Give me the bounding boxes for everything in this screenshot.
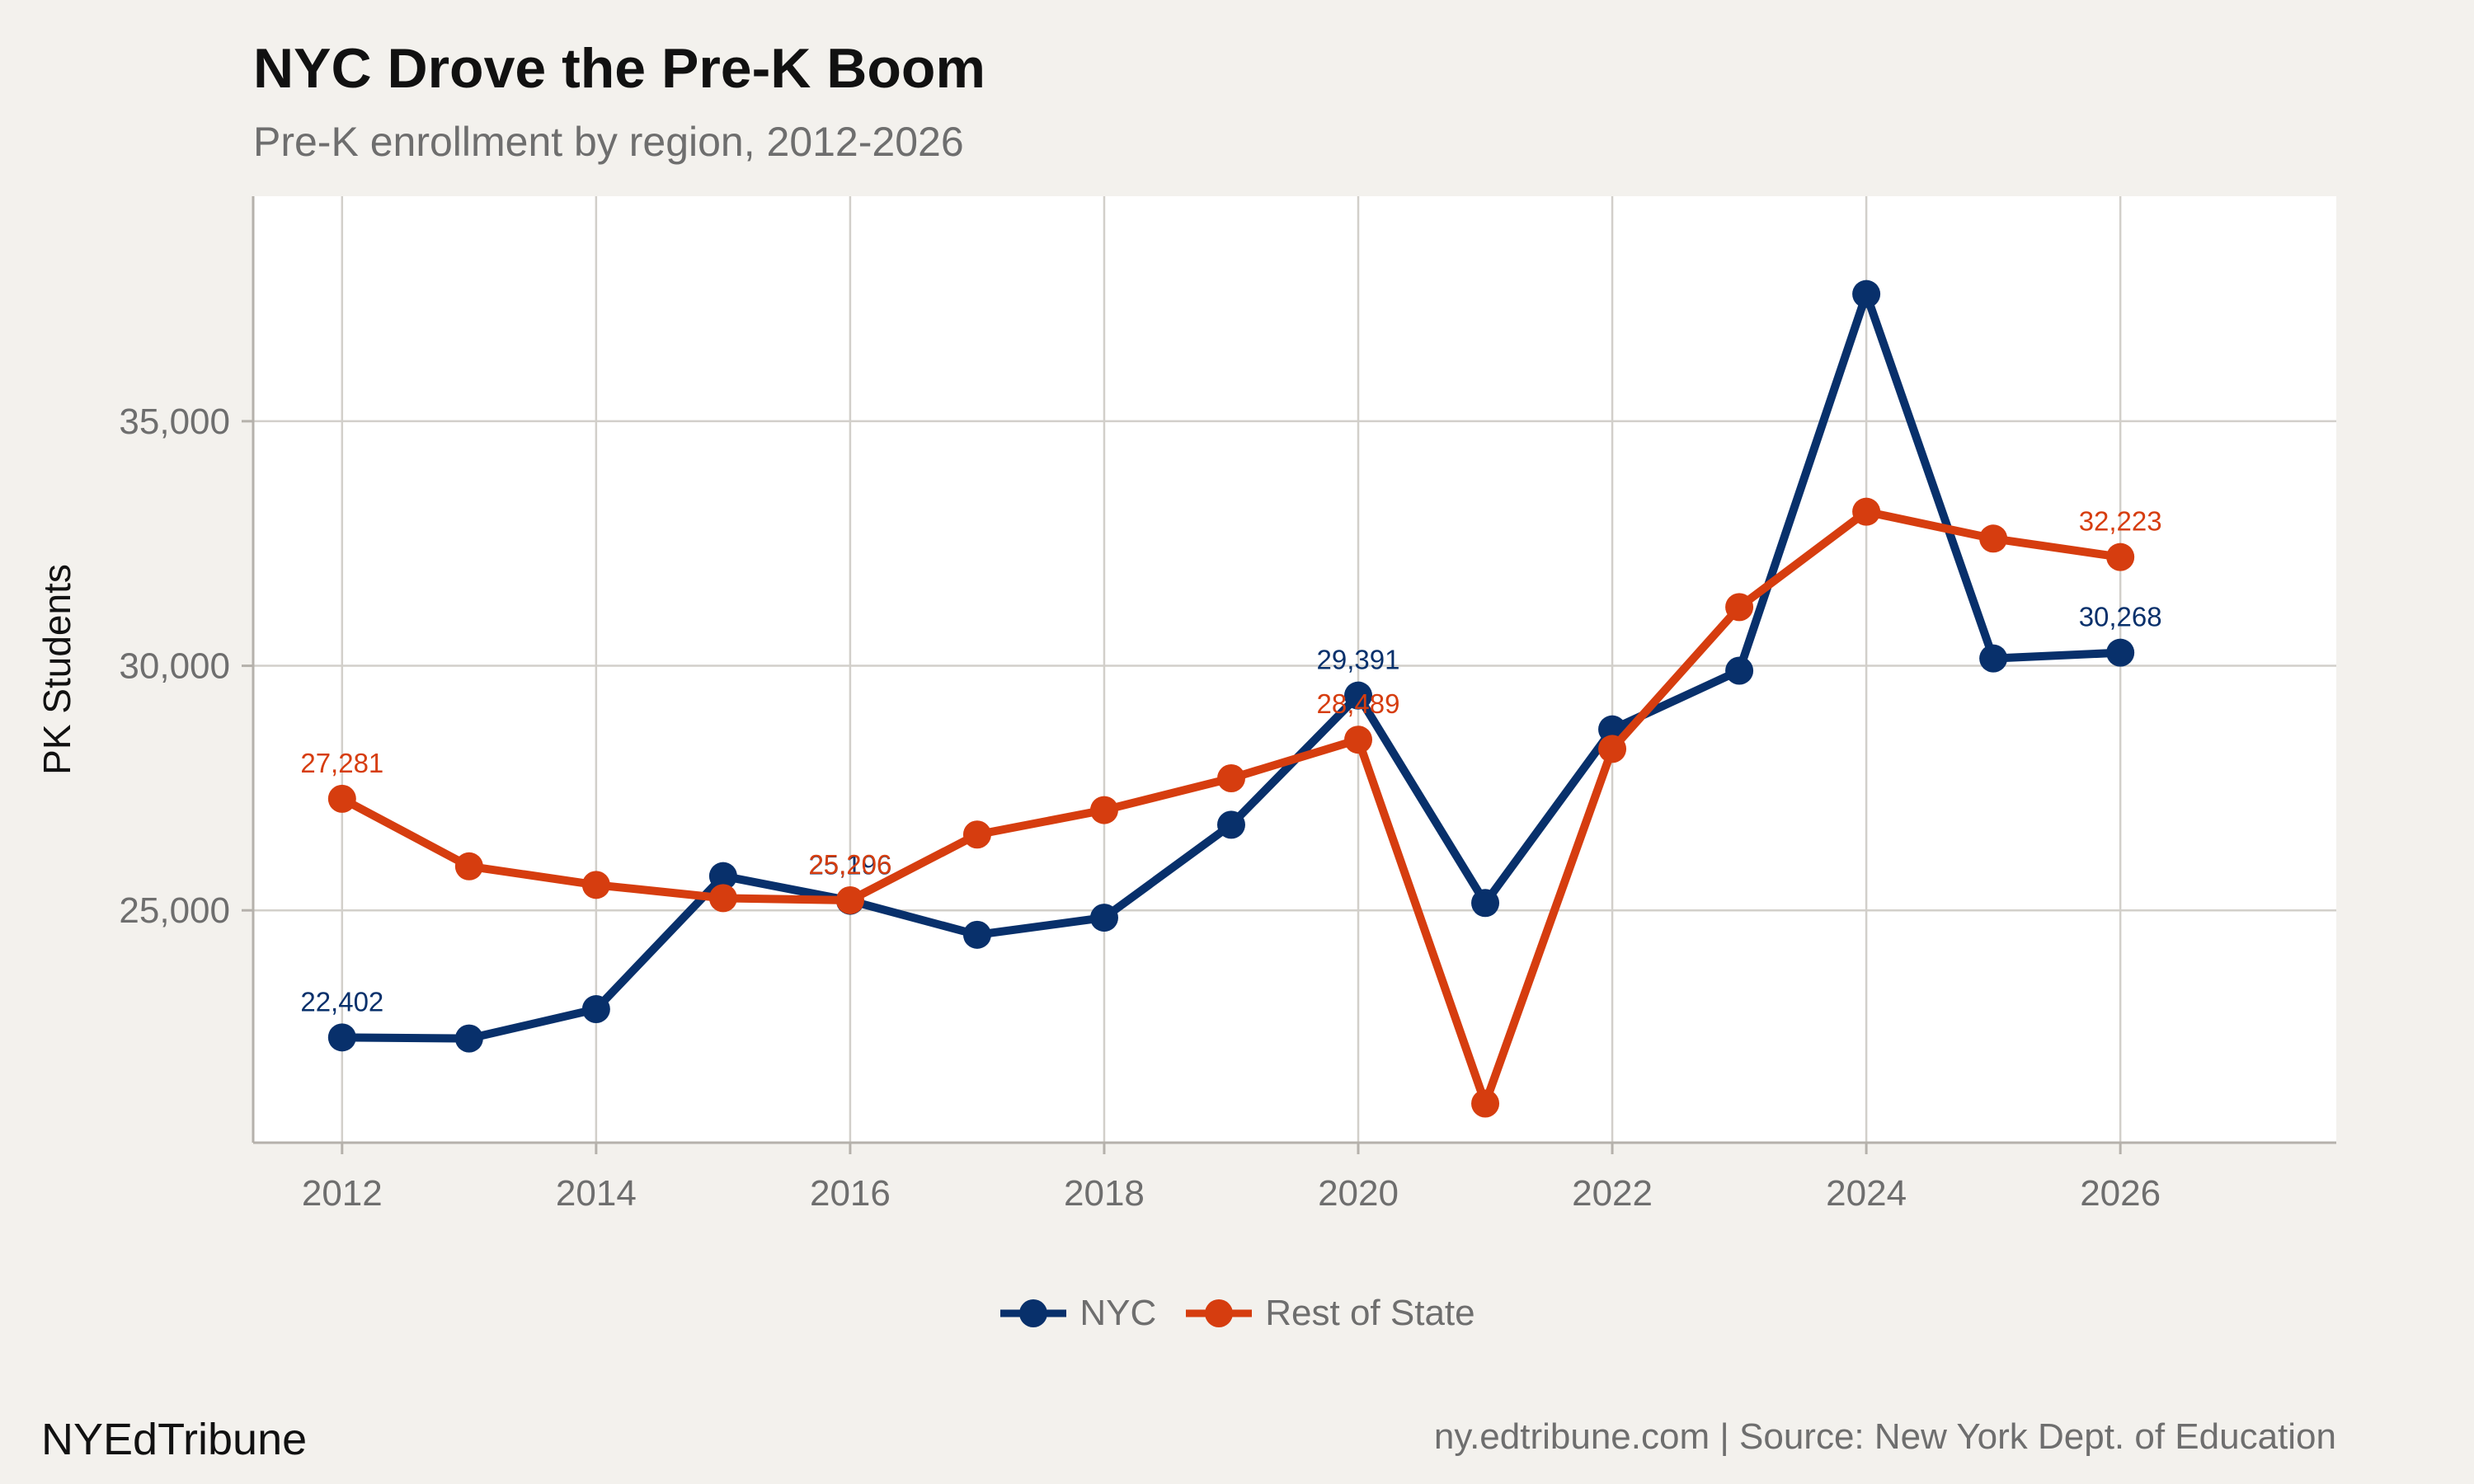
source-note: ny.edtribune.com | Source: New York Dept… [1433,1416,2336,1457]
legend-label-rest-of-state: Rest of State [1265,1293,1475,1333]
x-tick-label: 2026 [2080,1173,2161,1214]
data-labels: 22,402 25,196 29,391 30,268 27,281 25,206 28,4… [300,506,2161,1017]
data-point-nyc [1089,904,1118,932]
data-point-nyc [1471,889,1500,918]
data-point-nyc [1216,810,1245,839]
data-point-rest-of-state [962,820,991,849]
x-tick-label: 2012 [302,1173,383,1214]
plot-panel [253,196,2336,1143]
data-point-rest-of-state [581,871,610,899]
x-tick-label: 2014 [556,1173,637,1214]
y-axis-label: PK Students [35,564,78,775]
data-label-rest-of-state: 25,206 [808,849,891,880]
data-label-nyc: 29,391 [1317,645,1400,675]
y-axis-ticks: 25,000 30,000 35,000 [119,402,253,931]
x-tick-label: 2018 [1064,1173,1145,1214]
data-point-nyc [327,1023,356,1052]
gridlines [253,196,2336,1143]
legend: NYC Rest of State [0,1293,2474,1334]
data-point-nyc [962,920,991,949]
data-point-nyc [2106,638,2135,667]
data-point-rest-of-state [1852,497,1881,526]
data-point-nyc [1725,656,1754,685]
data-point-nyc [454,1024,483,1053]
x-axis-ticks: 2012 2014 2016 2018 2020 2022 2024 2026 [302,1143,2161,1214]
y-tick-label: 35,000 [119,402,230,442]
brand-name: NYEdTribune [41,1415,308,1464]
x-tick-label: 2022 [1572,1173,1653,1214]
data-point-nyc [1979,644,2008,673]
y-tick-label: 30,000 [119,646,230,687]
data-point-rest-of-state [1344,726,1373,754]
data-point-rest-of-state [835,885,864,914]
legend-key-nyc [1000,1299,1067,1327]
data-point-rest-of-state [1089,796,1118,824]
data-point-nyc [708,862,737,890]
data-point-rest-of-state [1471,1089,1500,1118]
data-label-nyc: 30,268 [2079,602,2162,632]
legend-label-nyc: NYC [1079,1293,1157,1333]
data-label-rest-of-state: 28,489 [1317,688,1400,719]
data-point-rest-of-state [1725,593,1754,622]
data-label-nyc: 22,402 [300,986,383,1017]
data-point-nyc [581,995,610,1024]
data-point-rest-of-state [1598,735,1627,763]
data-label-nyc: 25,196 [808,850,891,881]
data-label-rest-of-state: 32,223 [2079,506,2162,537]
legend-item-nyc: NYC [999,1293,1156,1334]
y-tick-label: 25,000 [119,890,230,931]
x-tick-label: 2024 [1826,1173,1907,1214]
series-group [327,279,2135,1118]
chart-title: NYC Drove the Pre-K Boom [253,37,985,100]
chart-subtitle: Pre-K enrollment by region, 2012-2026 [253,119,964,165]
data-point-rest-of-state [708,884,737,913]
x-tick-label: 2020 [1318,1173,1399,1214]
data-point-rest-of-state [1216,764,1245,793]
legend-key-rest-of-state [1186,1299,1253,1327]
data-point-rest-of-state [454,852,483,881]
legend-item-rest-of-state: Rest of State [1184,1293,1475,1334]
legend-marker-nyc [1019,1299,1048,1327]
data-point-rest-of-state [327,784,356,813]
data-point-nyc [1852,279,1881,308]
data-point-nyc [1344,681,1373,710]
data-label-rest-of-state: 27,281 [300,748,383,778]
x-tick-label: 2016 [810,1173,891,1214]
data-point-rest-of-state [1979,524,2008,553]
legend-marker-rest-of-state [1205,1299,1234,1327]
data-point-rest-of-state [2106,542,2135,571]
